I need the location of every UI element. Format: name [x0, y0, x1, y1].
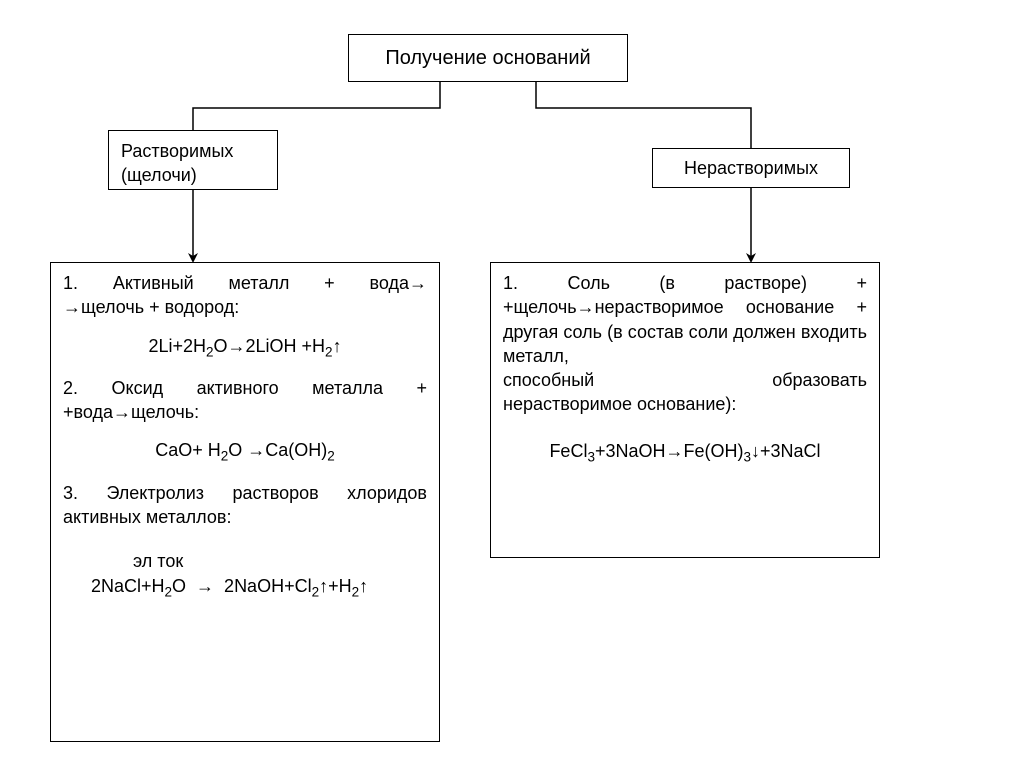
left-main-node: 1. Активный металл + вода→ →щелочь + вод… — [50, 262, 440, 742]
left-sub-line1: Растворимых — [121, 139, 265, 163]
left-item1-eq: 2Li+2H2O→2LiOH +H2↑ — [63, 334, 427, 358]
left-item3-eq: 2NaCl+H2O → 2NaOH+Cl2↑+H2↑ — [91, 574, 427, 598]
left-sub-node: Растворимых (щелочи) — [108, 130, 278, 190]
root-title: Получение оснований — [385, 45, 590, 72]
right-main-node: 1. Соль (в растворе) + +щелочь→нераствор… — [490, 262, 880, 558]
diagram-canvas: Получение оснований Растворимых (щелочи)… — [0, 0, 1024, 767]
root-node: Получение оснований — [348, 34, 628, 82]
left-item2-text: 2. Оксид активного металла + +вода→щелоч… — [63, 376, 427, 425]
left-sub-line2: (щелочи) — [121, 163, 265, 187]
right-sub-node: Нерастворимых — [652, 148, 850, 188]
left-item1-text: 1. Активный металл + вода→ →щелочь + вод… — [63, 271, 427, 320]
right-sub-label: Нерастворимых — [684, 156, 818, 180]
right-item1-text: 1. Соль (в растворе) + +щелочь→нераствор… — [503, 271, 867, 417]
left-item3-text: 3. Электролиз растворов хлоридов активны… — [63, 481, 427, 530]
right-item1-eq: FeCl3+3NaOH→Fe(OH)3↓+3NaCl — [503, 439, 867, 463]
left-item2-eq: CaO+ H2O →Ca(OH)2 — [63, 438, 427, 462]
left-item3-label: эл ток — [133, 549, 427, 573]
